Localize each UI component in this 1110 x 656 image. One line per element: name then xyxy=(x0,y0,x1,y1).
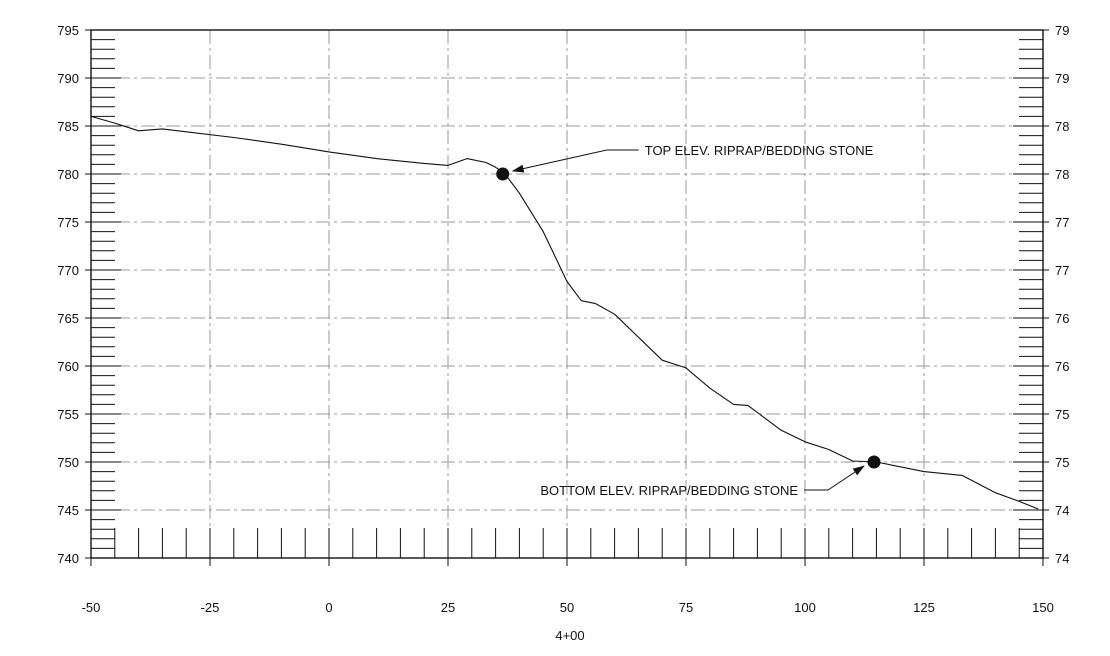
x-tick-label: 100 xyxy=(794,600,816,615)
y-tick-label: 750 xyxy=(57,455,79,470)
y-tick-label: 755 xyxy=(57,407,79,422)
x-tick-label: 25 xyxy=(441,600,455,615)
y-tick-label-right: 79 xyxy=(1055,23,1069,38)
top-elev-label: TOP ELEV. RIPRAP/BEDDING STONE xyxy=(645,143,874,158)
y-tick-label: 785 xyxy=(57,119,79,134)
y-tick-label: 765 xyxy=(57,311,79,326)
y-tick-label-right: 79 xyxy=(1055,71,1069,86)
x-tick-label: 0 xyxy=(325,600,332,615)
ground-profile-line xyxy=(90,115,1039,510)
y-tick-label: 745 xyxy=(57,503,79,518)
y-tick-label-right: 78 xyxy=(1055,167,1069,182)
grid-lines xyxy=(91,30,1043,558)
y-tick-label-right: 74 xyxy=(1055,503,1069,518)
x-tick-label: -25 xyxy=(201,600,220,615)
bottom-elev-leader xyxy=(804,465,865,491)
tick-marks xyxy=(85,29,1049,566)
bottom-elev-label: BOTTOM ELEV. RIPRAP/BEDDING STONE xyxy=(540,483,798,498)
y-tick-label: 795 xyxy=(57,23,79,38)
x-tick-label: 75 xyxy=(679,600,693,615)
y-tick-label-right: 75 xyxy=(1055,455,1069,470)
axis-labels: 7957907857807757707657607557507457407979… xyxy=(57,23,1069,615)
y-tick-label: 790 xyxy=(57,71,79,86)
y-tick-label: 775 xyxy=(57,215,79,230)
y-tick-label-right: 74 xyxy=(1055,551,1069,566)
x-tick-label: 50 xyxy=(560,600,574,615)
x-tick-label: 125 xyxy=(913,600,935,615)
top-elev-marker xyxy=(496,167,510,181)
top-elev-leader xyxy=(511,149,639,173)
y-tick-label-right: 75 xyxy=(1055,407,1069,422)
bottom-elev-marker xyxy=(867,455,881,469)
x-tick-label: -50 xyxy=(82,600,101,615)
y-tick-label-right: 76 xyxy=(1055,359,1069,374)
ground-profile-series xyxy=(90,115,1039,510)
y-tick-label: 770 xyxy=(57,263,79,278)
y-tick-label-right: 77 xyxy=(1055,215,1069,230)
y-tick-label: 780 xyxy=(57,167,79,182)
y-tick-label: 740 xyxy=(57,551,79,566)
x-tick-label: 150 xyxy=(1032,600,1054,615)
y-tick-label-right: 78 xyxy=(1055,119,1069,134)
y-tick-label: 760 xyxy=(57,359,79,374)
annotations: TOP ELEV. RIPRAP/BEDDING STONE BOTTOM ELE… xyxy=(496,143,881,498)
y-tick-label-right: 77 xyxy=(1055,263,1069,278)
y-tick-label-right: 76 xyxy=(1055,311,1069,326)
x-axis-title: 4+00 xyxy=(555,628,584,643)
